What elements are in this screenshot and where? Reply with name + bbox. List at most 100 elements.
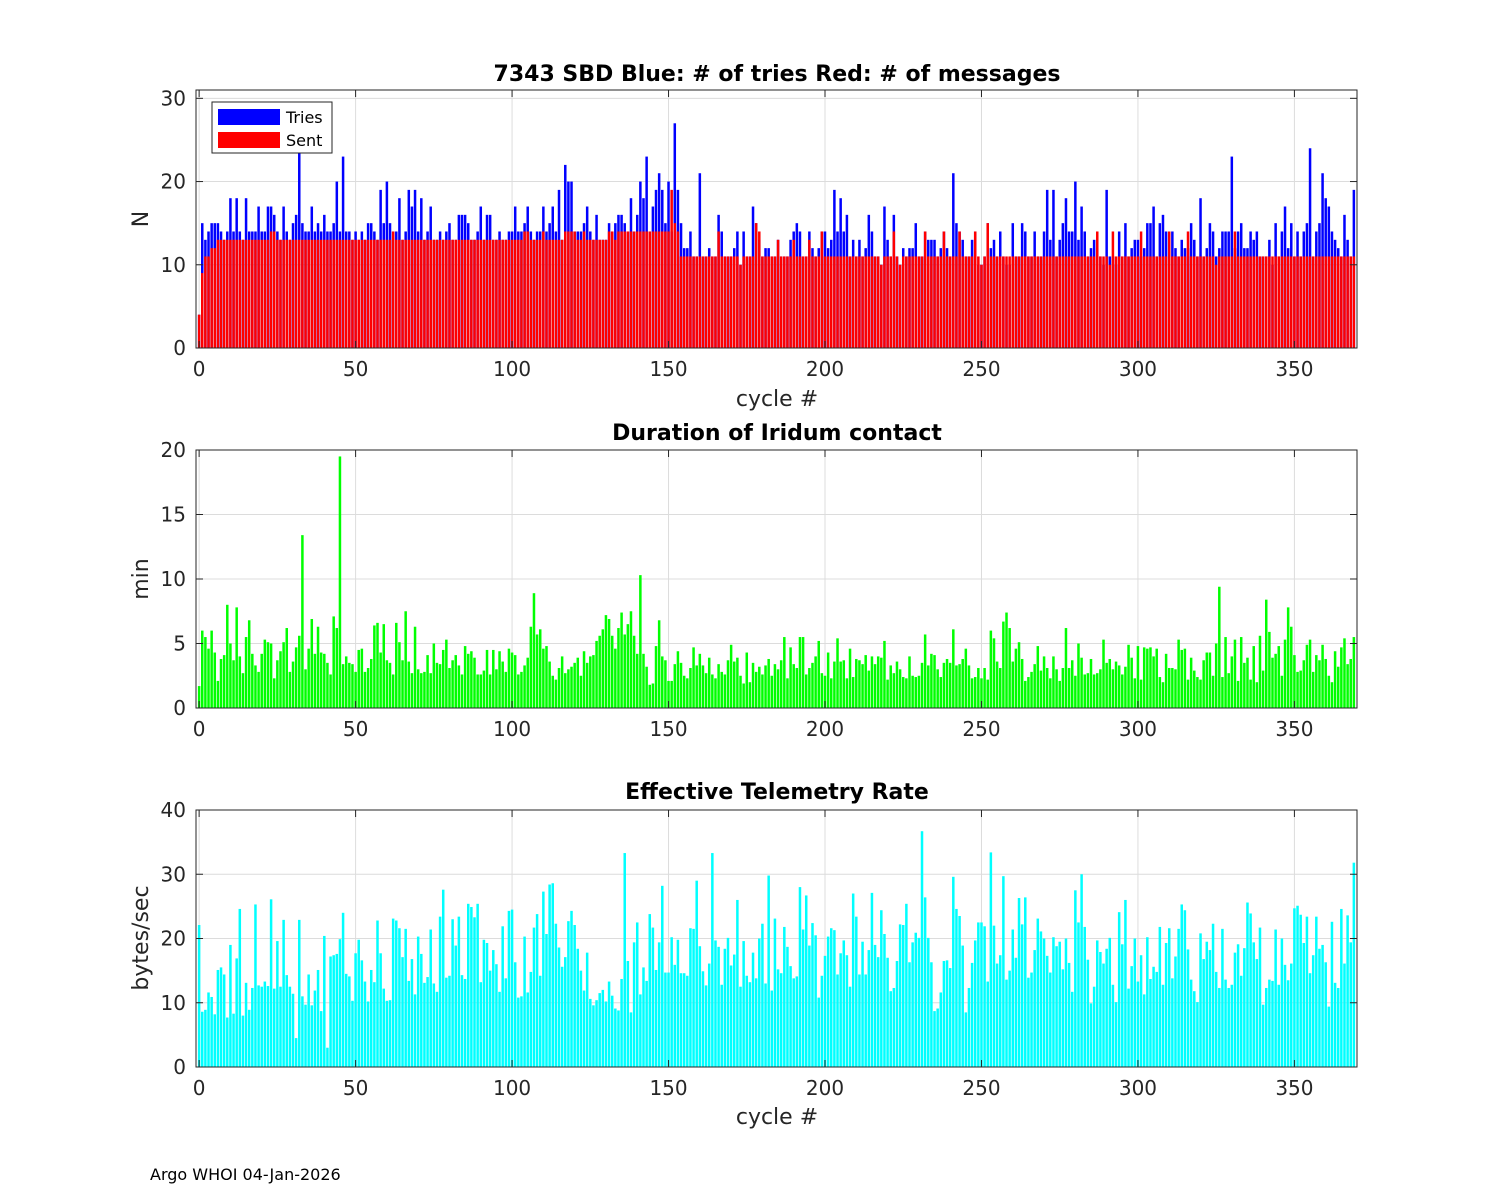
value-bar [376,920,379,1067]
value-bar [779,973,783,1067]
sent-bar [354,239,357,348]
panel-2-ylabel: min [129,558,154,600]
value-bar [467,653,470,708]
sent-bar [751,256,755,348]
value-bar [704,673,708,708]
value-bar [564,673,567,708]
value-bar [867,950,871,1067]
value-bar [210,630,213,708]
value-bar [1014,648,1018,708]
value-bar [767,658,770,708]
value-bar [1258,927,1262,1067]
duration-bars [197,456,1356,708]
value-bar [1205,652,1209,708]
value-bar [398,642,401,708]
value-bar [1180,904,1183,1067]
value-bar [523,665,526,708]
sent-bar [917,256,921,348]
sent-bar [961,256,964,348]
value-bar [1002,876,1005,1067]
sent-bar [1196,256,1199,348]
sent-bar [714,256,717,348]
value-bar [1089,1003,1093,1067]
sent-bar [391,231,395,348]
value-bar [423,671,426,708]
panel-3-x-tick-label: 100 [493,1076,531,1100]
value-bar [995,963,999,1067]
value-bar [1265,987,1268,1067]
value-bar [1152,656,1155,708]
value-bar [808,668,811,708]
sent-bar [1030,256,1033,348]
sent-bar [379,239,382,348]
value-bar [507,648,511,708]
value-bar [1158,677,1162,708]
sent-bar [313,239,317,348]
value-bar [776,669,780,708]
value-bar [1352,637,1356,708]
value-bar [880,657,883,708]
value-bar [564,957,567,1067]
value-bar [711,853,714,1067]
sent-bar [952,256,955,348]
value-bar [1186,949,1190,1067]
value-bar [488,674,492,708]
value-bar [1008,970,1011,1068]
value-bar [1249,679,1252,708]
sent-bar [216,239,220,348]
sent-bar [235,239,238,348]
value-bar [867,670,871,708]
value-bar [404,611,407,708]
sent-bar [689,256,692,348]
value-bar [413,626,417,708]
value-bar [276,660,279,708]
value-bar [1070,991,1074,1067]
panel-2-axes [195,449,1358,709]
value-bar [366,668,370,708]
value-bar [626,960,630,1067]
value-bar [720,984,723,1067]
value-bar [714,678,717,708]
sent-bar [482,239,486,348]
value-bar [992,925,996,1067]
value-bar [291,993,295,1067]
value-bar [826,652,830,708]
sent-bar [720,256,723,348]
value-bar [551,883,554,1067]
value-bar [1142,647,1146,708]
sent-bar [1089,256,1093,348]
panel-2-x-tick-label: 300 [1119,717,1157,741]
value-bar [1330,921,1334,1067]
sent-bar [542,231,545,348]
value-bar [542,891,545,1067]
value-bar [1033,950,1036,1067]
value-bar [341,912,345,1067]
value-bar [714,940,717,1067]
sent-bar [814,256,817,348]
value-bar [592,1005,595,1067]
value-bar [441,649,445,708]
value-bar [432,983,436,1067]
sent-bar [1299,256,1302,348]
value-bar [416,669,420,708]
value-bar [476,674,479,708]
sent-bar [880,264,883,348]
value-bar [201,630,204,708]
sent-bar [470,239,473,348]
value-bar [986,981,989,1067]
value-bar [1193,670,1196,708]
sent-bar [241,239,245,348]
sent-bar [344,239,348,348]
sent-bar [579,239,583,348]
value-bar [1199,933,1202,1067]
value-bar [1121,944,1124,1067]
sent-bar [1108,264,1112,348]
sent-bar [570,231,573,348]
sent-bar [260,239,263,348]
value-bar [964,1012,968,1067]
value-bar [576,657,580,708]
legend: Tries Sent [211,101,333,154]
value-bar [1092,986,1096,1067]
sent-bar [927,256,930,348]
value-bar [241,673,245,708]
